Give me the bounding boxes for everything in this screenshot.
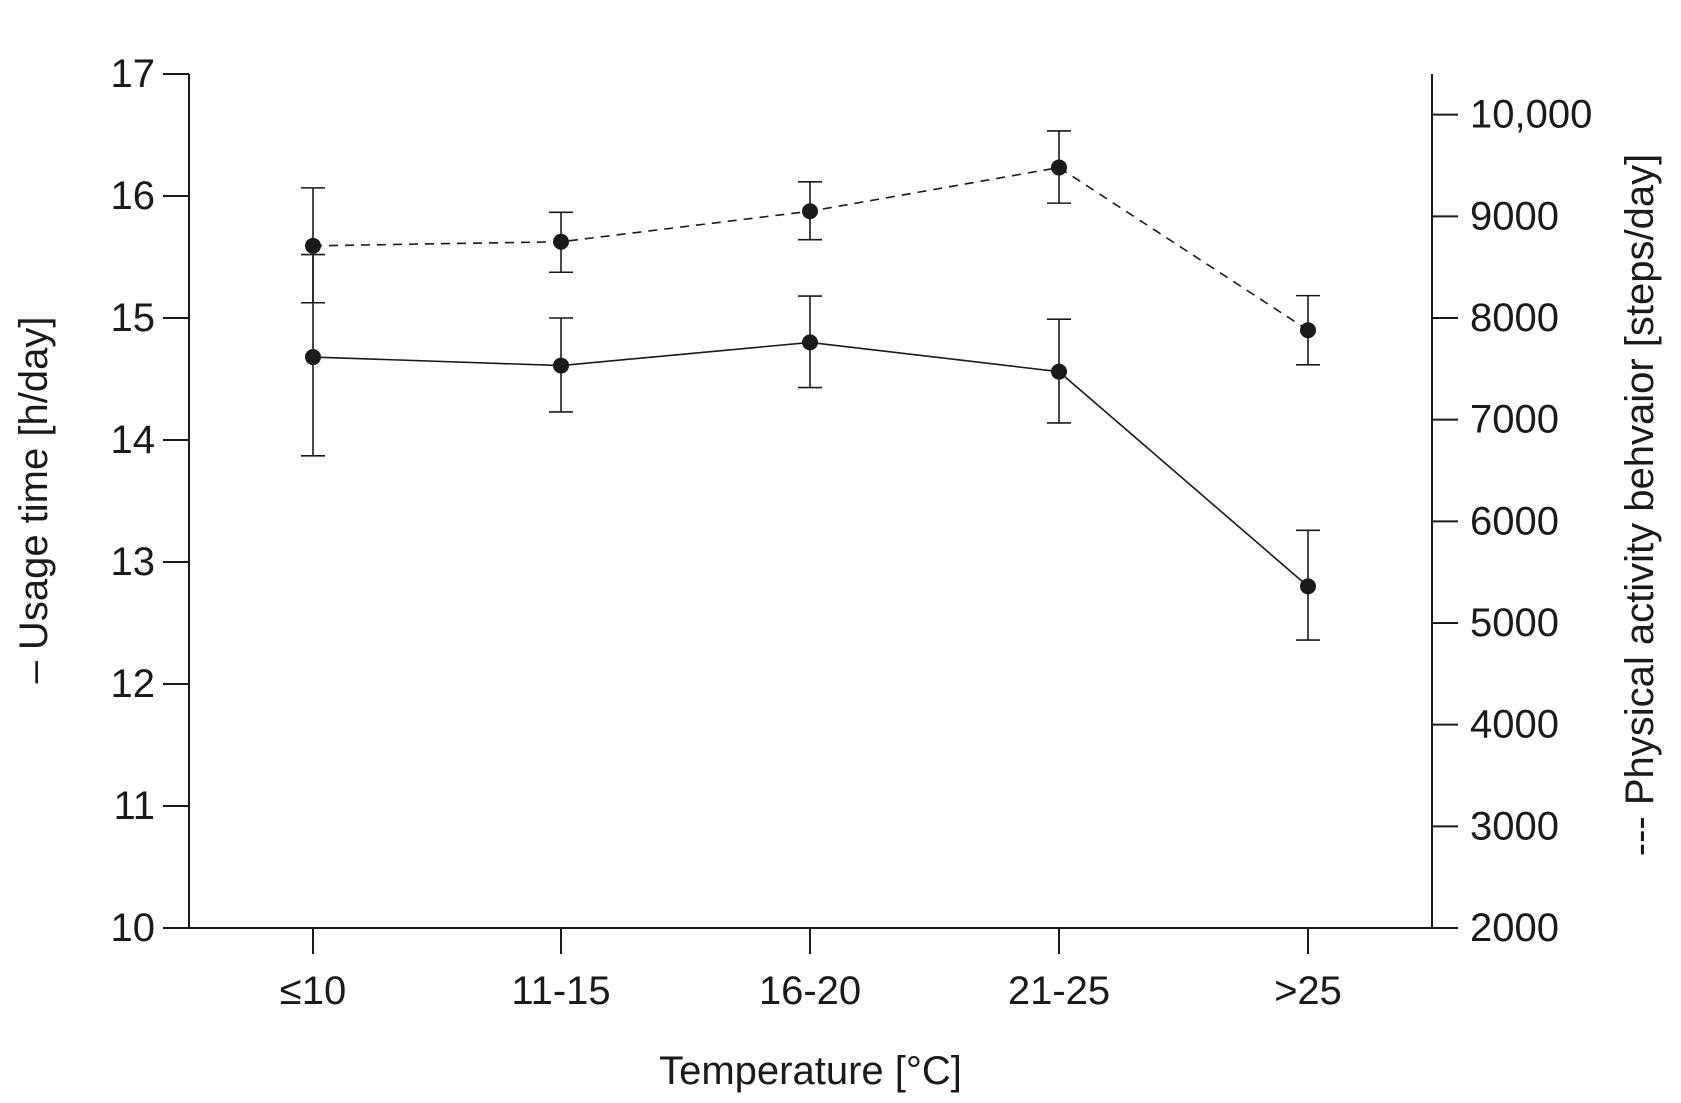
usage-time-data-point [802, 334, 818, 351]
left-y-axis-title: – Usage time [h/day] [12, 317, 56, 684]
left-y-tick-label: 14 [111, 418, 156, 462]
right-y-tick-label: 10,000 [1470, 93, 1592, 137]
x-tick-label: 11-15 [511, 969, 610, 1013]
activity-data-point [802, 203, 818, 220]
x-tick-label: 21-25 [1008, 969, 1110, 1013]
left-y-tick-label: 13 [111, 540, 156, 584]
right-y-tick-label: 3000 [1470, 804, 1559, 848]
right-y-tick-label: 5000 [1470, 601, 1559, 645]
activity-data-point [553, 233, 569, 250]
right-y-axis-title: --- Physical activity behvaior [steps/da… [1618, 154, 1662, 856]
activity-data-point [1051, 159, 1067, 176]
right-y-tick-label: 9000 [1470, 194, 1559, 238]
left-y-tick-label: 15 [111, 296, 156, 340]
right-y-tick-label: 8000 [1470, 296, 1559, 340]
right-y-tick-label: 2000 [1470, 906, 1559, 950]
x-tick-label: 16-20 [759, 969, 861, 1013]
usage-time-data-point [305, 349, 321, 366]
usage-time-data-point [553, 357, 569, 374]
left-y-tick-label: 17 [111, 52, 156, 96]
right-y-tick-label: 7000 [1470, 398, 1559, 442]
right-y-tick-label: 4000 [1470, 703, 1559, 747]
left-y-tick-label: 16 [111, 174, 156, 218]
usage-time-data-point [1300, 578, 1316, 595]
usage-time-data-point [1051, 363, 1067, 380]
left-y-tick-label: 11 [113, 784, 155, 828]
left-y-tick-label: 10 [111, 906, 156, 950]
x-tick-label: >25 [1274, 969, 1342, 1013]
left-y-tick-label: 12 [111, 662, 156, 706]
activity-data-point [1300, 322, 1316, 339]
right-y-tick-label: 6000 [1470, 499, 1559, 543]
x-axis-title: Temperature [°C] [659, 1049, 962, 1093]
activity-data-point [305, 237, 321, 254]
x-tick-label: ≤10 [280, 969, 346, 1013]
